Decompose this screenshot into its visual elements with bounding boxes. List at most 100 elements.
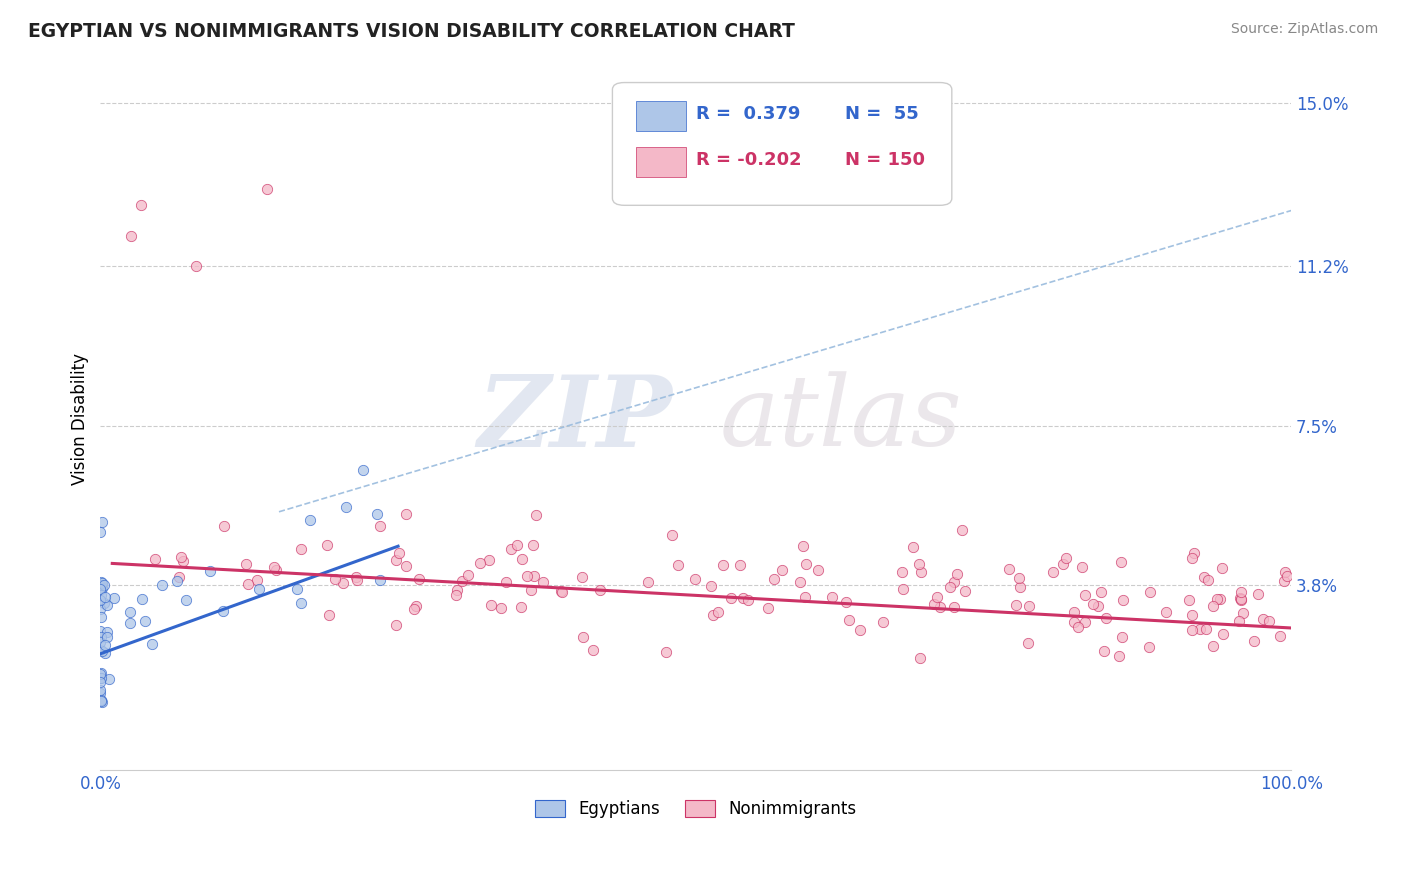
Point bbox=[388, 546, 411, 560]
Point bbox=[1063, 605, 1085, 619]
Point bbox=[720, 591, 742, 605]
Point bbox=[1005, 598, 1028, 612]
Point bbox=[1092, 644, 1115, 658]
Point bbox=[1268, 628, 1291, 642]
Point bbox=[1194, 622, 1216, 636]
Point bbox=[89, 686, 111, 700]
Point bbox=[90, 665, 112, 680]
Point bbox=[89, 524, 111, 539]
Point bbox=[323, 572, 346, 586]
Point bbox=[264, 564, 287, 578]
Point bbox=[298, 513, 321, 527]
Point bbox=[89, 671, 111, 685]
Point bbox=[97, 672, 120, 686]
Point bbox=[91, 516, 114, 530]
Point bbox=[118, 605, 141, 619]
Point bbox=[290, 542, 312, 557]
Point bbox=[89, 578, 111, 592]
Point bbox=[256, 182, 278, 196]
Point bbox=[655, 645, 678, 659]
Point bbox=[96, 625, 118, 640]
Text: ZIP: ZIP bbox=[477, 371, 672, 467]
Point bbox=[1192, 570, 1215, 584]
Point bbox=[315, 538, 337, 552]
Point bbox=[489, 601, 512, 615]
Point bbox=[891, 582, 914, 597]
Point bbox=[1181, 550, 1204, 565]
Point bbox=[1111, 630, 1133, 644]
Point bbox=[89, 675, 111, 690]
Point bbox=[1156, 605, 1178, 619]
Point bbox=[1181, 624, 1204, 638]
Point bbox=[1229, 591, 1251, 606]
Point bbox=[172, 554, 194, 568]
Text: EGYPTIAN VS NONIMMIGRANTS VISION DISABILITY CORRELATION CHART: EGYPTIAN VS NONIMMIGRANTS VISION DISABIL… bbox=[28, 22, 794, 41]
Point bbox=[928, 599, 950, 614]
Point bbox=[637, 575, 659, 590]
Point bbox=[1081, 597, 1104, 611]
Point bbox=[90, 588, 112, 602]
Point bbox=[103, 591, 125, 606]
Point bbox=[1229, 593, 1251, 607]
Point bbox=[285, 582, 308, 597]
Text: Source: ZipAtlas.com: Source: ZipAtlas.com bbox=[1230, 22, 1378, 37]
Text: R = -0.202: R = -0.202 bbox=[696, 151, 801, 169]
Point bbox=[366, 507, 388, 521]
Point bbox=[120, 228, 142, 243]
Point bbox=[89, 602, 111, 616]
Point bbox=[384, 618, 406, 632]
Point bbox=[849, 624, 872, 638]
Point bbox=[1112, 593, 1135, 607]
Point bbox=[950, 523, 973, 537]
Point bbox=[166, 574, 188, 589]
Point bbox=[953, 583, 976, 598]
Point bbox=[131, 592, 153, 607]
Point bbox=[478, 552, 501, 566]
Point bbox=[1074, 588, 1097, 602]
Point bbox=[495, 574, 517, 589]
Legend: Egyptians, Nonimmigrants: Egyptians, Nonimmigrants bbox=[529, 793, 863, 825]
Point bbox=[806, 563, 828, 577]
Point bbox=[120, 615, 142, 630]
Point bbox=[821, 590, 844, 604]
Point bbox=[835, 595, 858, 609]
Point bbox=[1109, 555, 1132, 569]
Point bbox=[1197, 574, 1219, 588]
Point bbox=[1274, 565, 1296, 579]
Point bbox=[198, 564, 221, 578]
Point bbox=[408, 572, 430, 586]
Point bbox=[838, 613, 860, 627]
Point bbox=[910, 566, 932, 580]
Point bbox=[907, 557, 929, 571]
Point bbox=[1008, 571, 1031, 585]
Point bbox=[792, 539, 814, 553]
Point bbox=[943, 575, 966, 590]
Point bbox=[1137, 640, 1160, 655]
Point bbox=[238, 577, 260, 591]
Point bbox=[683, 572, 706, 586]
Point bbox=[794, 557, 817, 571]
Point bbox=[946, 566, 969, 581]
Point bbox=[1232, 606, 1254, 620]
Point bbox=[1018, 599, 1040, 614]
Point bbox=[1230, 584, 1253, 599]
Point bbox=[94, 638, 117, 652]
Point bbox=[90, 630, 112, 644]
Point bbox=[96, 599, 118, 613]
Point bbox=[702, 607, 724, 622]
Point bbox=[91, 576, 114, 591]
Point bbox=[184, 260, 207, 274]
Point bbox=[457, 567, 479, 582]
Point bbox=[668, 558, 690, 572]
FancyBboxPatch shape bbox=[637, 102, 686, 131]
Point bbox=[711, 558, 734, 572]
Point bbox=[212, 518, 235, 533]
Point bbox=[1253, 612, 1275, 626]
Point bbox=[908, 651, 931, 665]
Point bbox=[446, 582, 468, 597]
Point bbox=[141, 637, 163, 651]
Point bbox=[925, 590, 948, 604]
Point bbox=[582, 643, 605, 657]
Point bbox=[758, 601, 780, 615]
Point bbox=[1227, 614, 1250, 628]
